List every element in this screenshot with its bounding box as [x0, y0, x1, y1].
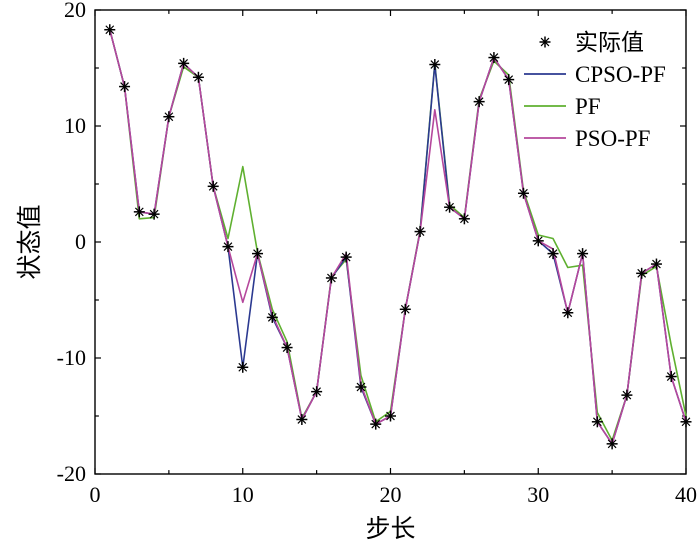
y-tick-label: 10: [64, 113, 86, 138]
legend-label: CPSO-PF: [575, 62, 666, 87]
actual-value-marker: [473, 96, 485, 108]
actual-value-marker: [503, 74, 515, 86]
actual-value-marker: [547, 248, 559, 260]
actual-value-marker: [266, 311, 278, 323]
legend-label: 实际值: [575, 30, 644, 56]
y-tick-label: 20: [64, 0, 86, 22]
actual-value-marker: [532, 235, 544, 247]
actual-value-marker: [665, 371, 677, 383]
x-tick-label: 10: [232, 482, 254, 507]
actual-value-marker: [222, 241, 234, 253]
legend-label: PF: [575, 94, 601, 119]
actual-value-marker: [577, 248, 589, 260]
actual-value-marker: [192, 71, 204, 83]
legend-label: PSO-PF: [575, 126, 650, 151]
actual-value-marker: [252, 248, 264, 260]
x-tick-label: 40: [675, 482, 697, 507]
actual-value-marker: [325, 272, 337, 284]
actual-value-marker: [119, 81, 131, 93]
x-tick-label: 30: [527, 482, 549, 507]
legend-marker-actual: [539, 36, 551, 48]
actual-value-marker: [458, 213, 470, 225]
actual-value-marker: [488, 52, 500, 64]
actual-value-marker: [444, 201, 456, 213]
series-line-pf: [109, 29, 687, 442]
actual-value-marker: [429, 59, 441, 71]
y-axis-title: 状态值: [15, 204, 44, 279]
actual-value-marker: [606, 438, 618, 450]
actual-value-marker: [385, 410, 396, 422]
actual-value-marker: [370, 418, 382, 430]
actual-value-marker: [281, 342, 293, 354]
actual-value-marker: [414, 226, 426, 238]
actual-value-marker: [562, 307, 574, 319]
actual-value-marker: [311, 386, 323, 398]
actual-value-marker: [178, 57, 190, 69]
series-line-pso-pf: [109, 29, 687, 445]
actual-value-marker: [517, 187, 529, 199]
actual-value-marker: [148, 208, 160, 220]
actual-value-marker: [621, 389, 633, 401]
x-axis-title: 步长: [365, 514, 415, 543]
y-tick-label: -20: [57, 461, 86, 486]
actual-value-marker: [650, 258, 662, 270]
actual-value-marker: [133, 206, 145, 218]
x-tick-label: 0: [90, 482, 101, 507]
actual-value-marker: [340, 251, 352, 263]
x-tick-label: 20: [380, 482, 402, 507]
actual-value-marker: [355, 381, 367, 393]
actual-value-marker: [296, 413, 308, 425]
y-tick-label: -10: [57, 345, 86, 370]
actual-value-marker: [591, 416, 603, 428]
actual-value-marker: [163, 111, 175, 123]
actual-value-marker: [399, 303, 411, 315]
actual-value-marker: [104, 24, 116, 36]
y-tick-label: 0: [75, 229, 86, 254]
actual-value-marker: [680, 416, 692, 428]
series-line-cpso-pf: [109, 29, 687, 445]
actual-value-marker: [207, 180, 219, 192]
actual-value-marker: [636, 267, 648, 279]
actual-value-marker: [237, 361, 249, 373]
